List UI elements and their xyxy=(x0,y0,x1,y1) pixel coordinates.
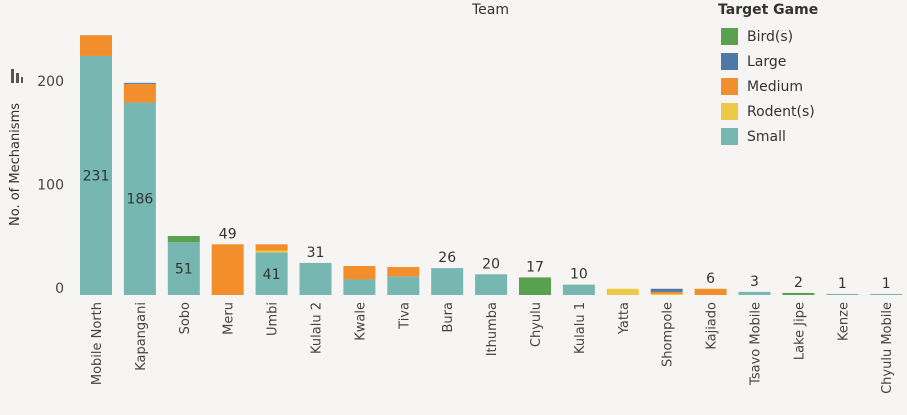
legend-label: Bird(s) xyxy=(747,28,794,45)
legend-swatch xyxy=(721,78,738,95)
data-label: 31 xyxy=(307,245,325,261)
legend-item[interactable]: Small xyxy=(718,124,818,149)
data-label: 1 xyxy=(882,276,891,292)
bar-segment-medium[interactable] xyxy=(387,267,420,277)
legend-item[interactable]: Bird(s) xyxy=(718,24,818,49)
data-label: 186 xyxy=(127,192,154,208)
bar-segment-rodent-s[interactable] xyxy=(650,293,683,295)
data-label: 10 xyxy=(570,267,588,283)
y-tick-label: 100 xyxy=(37,178,64,194)
x-tick-label: Kulalu 1 xyxy=(573,302,588,354)
bar-segment-medium[interactable] xyxy=(343,266,376,280)
legend-swatch xyxy=(721,103,738,120)
bar-segment-small[interactable] xyxy=(80,55,112,295)
bar-segment-small[interactable] xyxy=(343,279,376,295)
bar-segment-small[interactable] xyxy=(431,268,464,295)
bar-segment-small[interactable] xyxy=(870,293,903,295)
legend-label: Rodent(s) xyxy=(747,103,815,120)
y-tick-label: 200 xyxy=(37,74,64,90)
bar-segment-small[interactable] xyxy=(562,284,595,295)
data-label: 2 xyxy=(794,275,803,291)
bar-segment-medium[interactable] xyxy=(650,291,683,294)
bar-segment-medium[interactable] xyxy=(211,244,244,295)
x-tick-label: Bura xyxy=(441,302,456,332)
bar-segment-small[interactable] xyxy=(255,252,288,295)
bar-segment-small[interactable] xyxy=(738,291,771,295)
bar-segment-small[interactable] xyxy=(123,102,156,296)
data-label: 41 xyxy=(263,267,281,283)
bar-segment-small[interactable] xyxy=(826,293,859,295)
x-tick-label: Yatta xyxy=(617,302,632,335)
x-tick-label: Chyulu Mobile xyxy=(880,302,895,394)
sort-descending-icon[interactable] xyxy=(10,68,24,84)
legend-label: Medium xyxy=(747,78,803,95)
legend-item[interactable]: Medium xyxy=(718,74,818,99)
bar-segment-bird-s[interactable] xyxy=(519,277,551,295)
x-tick-label: Tsavo Mobile xyxy=(749,302,764,386)
data-label: 1 xyxy=(838,276,847,292)
bar-segment-large[interactable] xyxy=(123,82,156,84)
x-axis-title: Team xyxy=(472,2,510,18)
x-tick-label: Kwale xyxy=(353,302,368,341)
x-tick-label: Sobo xyxy=(178,302,193,334)
x-tick-label: Kenze xyxy=(836,302,851,341)
bar-segment-large[interactable] xyxy=(650,288,683,292)
x-tick-label: Kajiado xyxy=(705,302,720,350)
bar-segment-medium[interactable] xyxy=(80,35,112,56)
bar-segment-bird-s[interactable] xyxy=(782,292,815,295)
legend-label: Large xyxy=(747,53,787,70)
x-tick-label: Umbi xyxy=(266,302,281,336)
data-label: 231 xyxy=(83,168,110,184)
legend-label: Small xyxy=(747,128,786,145)
data-label: 6 xyxy=(706,271,715,287)
data-label: 17 xyxy=(526,259,544,275)
bar-segment-small[interactable] xyxy=(167,242,200,295)
data-label: 3 xyxy=(750,274,759,290)
x-tick-label: Mobile North xyxy=(90,302,105,385)
data-label: 51 xyxy=(175,262,193,278)
legend-swatch xyxy=(721,53,738,70)
data-label: 20 xyxy=(482,256,500,272)
x-tick-label: Shompole xyxy=(661,302,676,367)
bar-segment-rodent-s[interactable] xyxy=(255,250,288,253)
legend-swatch xyxy=(721,128,738,145)
data-label: 49 xyxy=(219,226,237,242)
bar-segment-medium[interactable] xyxy=(694,288,727,295)
x-tick-label: Lake Jipe xyxy=(792,302,807,360)
x-tick-label: Meru xyxy=(222,302,237,335)
data-label: 26 xyxy=(438,250,456,266)
bar-segment-small[interactable] xyxy=(475,274,508,295)
bar-segment-medium[interactable] xyxy=(123,83,156,103)
x-tick-label: Kulalu 2 xyxy=(310,302,325,354)
x-tick-label: Chyulu xyxy=(529,302,544,347)
legend-item[interactable]: Rodent(s) xyxy=(718,99,818,124)
x-tick-label: Tiva xyxy=(397,302,412,330)
legend-title: Target Game xyxy=(718,2,819,18)
y-tick-label: 0 xyxy=(55,281,64,297)
legend-item[interactable]: Large xyxy=(718,49,818,74)
x-tick-label: Kapangani xyxy=(134,302,149,371)
bar-segment-small[interactable] xyxy=(299,262,332,295)
legend: Target Game Bird(s) Large Medium Rodent(s) S… xyxy=(718,2,818,149)
bar-segment-rodent-s[interactable] xyxy=(606,288,639,295)
bar-segment-medium[interactable] xyxy=(255,244,288,251)
bar-segment-bird-s[interactable] xyxy=(167,236,200,243)
x-tick-label: Ithumba xyxy=(485,302,500,356)
bar-segment-small[interactable] xyxy=(387,276,420,295)
legend-swatch xyxy=(721,28,738,45)
